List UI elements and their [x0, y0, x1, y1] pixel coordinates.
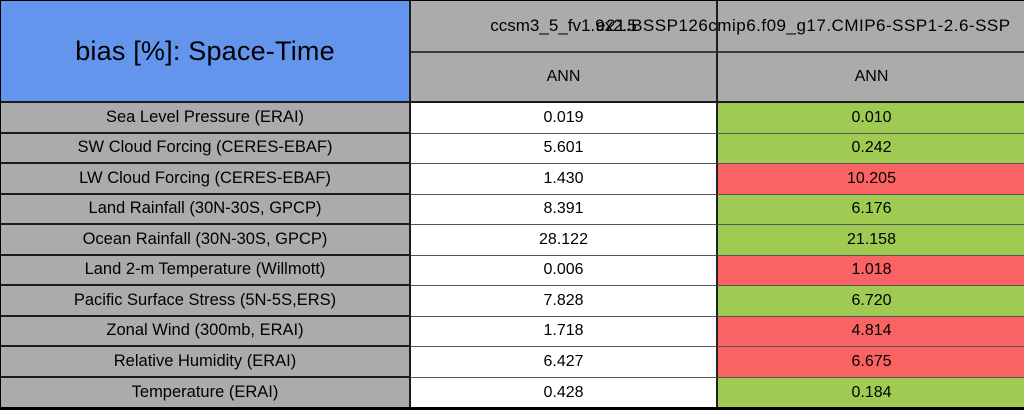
model-1-name: ccsm3_5_fv1.9x2.5 [490, 16, 637, 35]
row-label-relative-humidity: Relative Humidity (ERAI) [1, 347, 411, 378]
value-cell: 8.391 [411, 194, 718, 225]
table-title-cell: bias [%]: Space-Time [1, 1, 411, 103]
value-cell: 1.430 [411, 164, 718, 195]
row-label-land-2m-temperature: Land 2-m Temperature (Willmott) [1, 255, 411, 286]
column-header-season-1: ANN [411, 53, 718, 103]
value-cell: 4.814 [718, 316, 1024, 347]
value-cell: 6.427 [411, 347, 718, 378]
value-cell: 1.718 [411, 316, 718, 347]
value-cell: 0.428 [411, 377, 718, 407]
value-cell: 21.158 [718, 225, 1024, 256]
value-cell: 6.675 [718, 347, 1024, 378]
value-cell: 28.122 [411, 225, 718, 256]
model-2-name: e21.BSSP126cmip6.f09_g17.CMIP6-SSP1-2.6-… [596, 16, 1011, 35]
column-header-season-2: ANN [718, 53, 1024, 103]
value-cell: 6.176 [718, 194, 1024, 225]
season-2-label: ANN [854, 68, 889, 85]
value-cell: 6.720 [718, 286, 1024, 317]
row-label-lw-cloud-forcing: LW Cloud Forcing (CERES-EBAF) [1, 164, 411, 195]
table-title: bias [%]: Space-Time [75, 35, 335, 66]
column-header-model-2: e21.BSSP126cmip6.f09_g17.CMIP6-SSP1-2.6-… [596, 1, 1024, 53]
row-label-land-rainfall: Land Rainfall (30N-30S, GPCP) [1, 194, 411, 225]
row-label-sea-level-pressure: Sea Level Pressure (ERAI) [1, 103, 411, 134]
value-cell: 1.018 [718, 255, 1024, 286]
value-cell: 0.006 [411, 255, 718, 286]
value-cell: 10.205 [718, 164, 1024, 195]
row-label-sw-cloud-forcing: SW Cloud Forcing (CERES-EBAF) [1, 133, 411, 164]
value-cell: 0.242 [718, 133, 1024, 164]
row-label-zonal-wind: Zonal Wind (300mb, ERAI) [1, 316, 411, 347]
value-cell: 0.010 [718, 103, 1024, 134]
row-label-temperature: Temperature (ERAI) [1, 377, 411, 407]
column-header-model-1: ccsm3_5_fv1.9x2.5 [411, 1, 718, 53]
value-cell: 7.828 [411, 286, 718, 317]
row-label-ocean-rainfall: Ocean Rainfall (30N-30S, GPCP) [1, 225, 411, 256]
value-cell: 0.184 [718, 377, 1024, 407]
value-cell: 0.019 [411, 103, 718, 134]
row-label-pacific-surface-stress: Pacific Surface Stress (5N-5S,ERS) [1, 286, 411, 317]
season-1-label: ANN [546, 68, 581, 85]
value-cell: 5.601 [411, 133, 718, 164]
